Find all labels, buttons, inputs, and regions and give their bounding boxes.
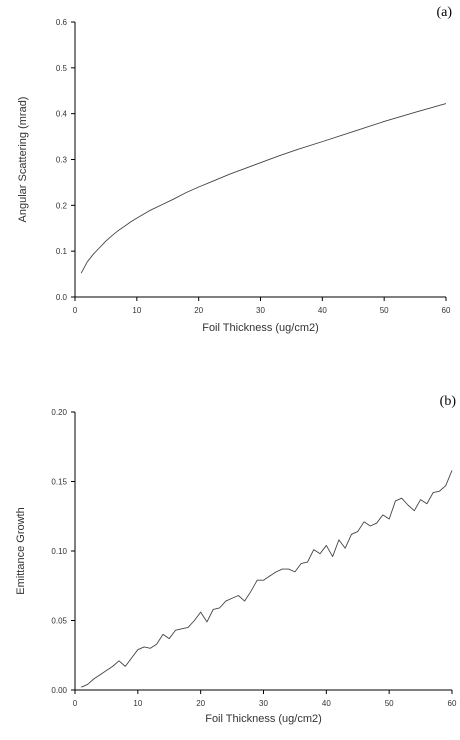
x-tick-label: 60 <box>448 699 457 708</box>
x-tick-label: 0 <box>73 306 78 315</box>
x-tick-label: 10 <box>132 306 141 315</box>
series-line-b <box>81 470 453 688</box>
x-tick-label: 20 <box>196 699 205 708</box>
x-axis-title: Foil Thickness (ug/cm2) <box>205 713 322 725</box>
y-tick-label: 0.1 <box>56 247 68 256</box>
x-tick-label: 30 <box>259 699 268 708</box>
y-axis-title: Angular Scattering (mrad) <box>17 97 29 223</box>
chart-b: 0 10 20 30 40 50 60 0.00 0.05 0.10 0.15 0.20 Foil Th… <box>15 394 457 725</box>
y-tick-label: 0.3 <box>56 156 68 165</box>
y-tick-label: 0.2 <box>56 201 68 210</box>
x-tick-label: 40 <box>318 306 327 315</box>
x-axis-title: Foil Thickness (ug/cm2) <box>202 322 319 334</box>
y-tick-label: 0.10 <box>51 547 67 556</box>
chart-a: 0 10 20 30 40 50 60 0.0 0.1 0.2 0.3 0.4 0.5 0.6 Foil T… <box>17 5 452 334</box>
x-tick-label: 30 <box>256 306 265 315</box>
y-tick-label: 0.05 <box>51 617 67 626</box>
panel-label-b: (b) <box>440 394 457 409</box>
x-tick-label: 60 <box>442 306 451 315</box>
y-tick-label: 0.6 <box>56 18 68 27</box>
y-tick-label: 0.5 <box>56 64 68 73</box>
x-tick-label: 20 <box>194 306 203 315</box>
x-tick-label: 50 <box>385 699 394 708</box>
panel-label-a: (a) <box>436 5 452 20</box>
series-line-a <box>80 103 447 274</box>
x-tick-label: 50 <box>380 306 389 315</box>
y-tick-label: 0.4 <box>56 110 68 119</box>
x-tick-label: 10 <box>133 699 142 708</box>
y-tick-label: 0.00 <box>51 686 67 695</box>
x-tick-label: 0 <box>73 699 78 708</box>
y-tick-label: 0.15 <box>51 478 67 487</box>
x-tick-label: 40 <box>322 699 331 708</box>
y-axis-title: Emittance Growth <box>15 507 27 594</box>
y-tick-label: 0.0 <box>56 293 68 302</box>
y-tick-label: 0.20 <box>51 408 67 417</box>
